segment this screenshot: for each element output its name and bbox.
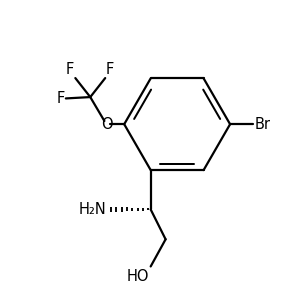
Text: F: F [106,62,114,77]
Text: F: F [66,62,74,77]
Text: F: F [56,91,64,106]
Text: Br: Br [254,117,271,132]
Text: HO: HO [127,269,149,284]
Text: H₂N: H₂N [79,202,106,217]
Text: O: O [101,117,112,132]
